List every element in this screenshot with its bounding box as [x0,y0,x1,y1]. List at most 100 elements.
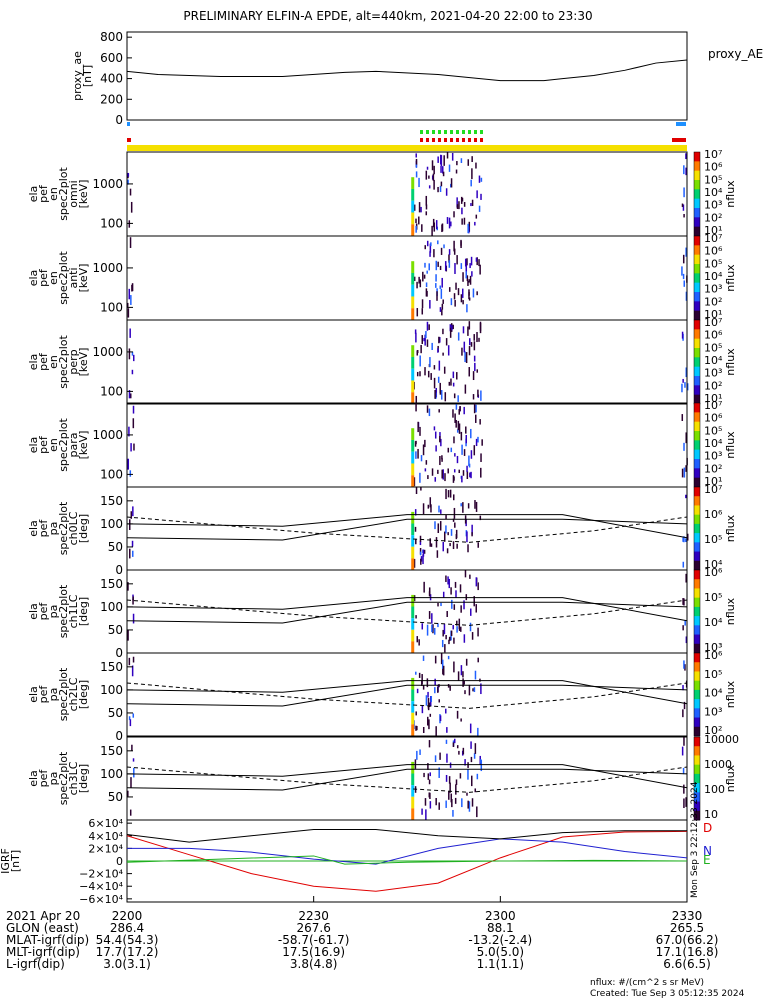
flag-green [432,130,435,134]
flux-pixel [450,221,452,227]
flux-pixel [421,705,424,714]
flux-pixel [445,525,447,534]
flux-pixel [439,265,442,271]
flux-pixel [424,334,426,346]
flux-pixel [459,584,462,593]
flux-pixel [421,335,424,344]
flux-pixel [439,382,441,394]
flux-pixel [454,263,456,274]
colorbar-segment [694,403,700,413]
igrf-ytick-label: 6×10⁴ [88,817,123,830]
colorbar-segment [694,208,700,218]
legend-n: N [703,844,712,858]
flux-pixel [426,166,429,170]
flux-pixel [444,473,446,482]
spec-ylabel-line: spec2plot [57,418,70,472]
flux-edge-strip [411,785,415,797]
flux-pixel [463,406,465,415]
flux-pixel [462,272,464,282]
colorbar-segment [694,282,700,293]
flux-pixel [468,455,470,467]
flux-pixel [685,247,687,257]
flux-pixel [436,550,439,558]
colorbar-tick-label: 10¹ [704,475,722,488]
flux-pixel [418,672,421,678]
flux-edge-strip [411,296,415,309]
flux-pixel [445,188,448,196]
flux-pixel [476,332,478,343]
flux-pixel [478,205,481,212]
energy-spectrogram-panel: 1000100elapefenspec2plotomni[keV]10⁷10⁶1… [27,148,737,237]
colorbar-tick-label: 10 [704,808,718,821]
colorbar-segment [694,170,700,181]
colorbar-segment [694,236,700,246]
flux-pixel [455,534,458,540]
flux-pixel [415,487,418,495]
flux-pixel [468,321,471,330]
flux-edge-strip [411,345,415,357]
plot-title: PRELIMINARY ELFIN-A EPDE, alt=440km, 202… [183,9,592,23]
flux-pixel [423,337,425,342]
flux-edge-strip [411,224,415,236]
flux-pixel [455,419,457,428]
flux-pixel [468,463,471,468]
spec-ylabel-line: spec2plot [57,167,70,221]
colorbar-segment [694,671,700,682]
spec-ylabel-line: ela [27,186,40,203]
igrf-series-T [126,828,687,843]
flux-pixel [683,701,686,710]
flux-pixel [132,405,135,414]
flux-edge-strip [411,463,415,476]
flux-pixel [425,460,428,465]
colorbar-label: nflux [724,431,737,459]
spec-ytick-label: 1000 [92,261,123,275]
pa-ytick-label: 50 [108,623,123,637]
flux-pixel [476,369,479,373]
flux-pixel [419,355,421,367]
flux-pixel [469,574,471,579]
flag-green [480,130,483,134]
ae-ylabel-line: proxy_ae [71,51,84,101]
flux-pixel [434,521,436,530]
colorbar-segment [694,699,700,709]
ephemeris-value: 286.4 [110,921,144,935]
flux-pixel [449,543,451,547]
flux-pixel [422,685,425,690]
flux-pixel [463,201,466,207]
x-tick-label: 2300 [485,909,516,923]
flux-pixel [418,276,420,284]
spec-ylabel-line: ela [27,354,40,371]
flux-pixel [435,537,438,548]
flux-pixel [425,195,428,206]
colorbar-segment [694,161,700,172]
flux-pixel [478,337,480,342]
flux-pixel [448,639,450,645]
igrf-side-text: Mon Sep 3 22:12:33 2024 [690,781,700,898]
spec-ylabel-line: en [47,438,60,452]
igrf-ylabel-line: IGRF [0,848,12,874]
flux-edge-strip [411,368,415,381]
flux-pixel [468,801,471,812]
flux-pixel [430,373,432,380]
flux-pixel [435,726,437,738]
flux-pixel [456,372,458,380]
flux-pixel [447,576,449,585]
colorbar-segment [694,357,700,368]
flux-pixel [452,742,455,748]
pa-ylabel-line: ch0LC [67,511,80,545]
flux-pixel [440,602,442,607]
flux-pixel [437,261,439,267]
flux-edge-strip [411,511,415,524]
flux-edge-strip [411,773,415,786]
footer-units: nflux: #/(cm^2 s sr MeV) [590,978,704,988]
flux-pixel [474,414,477,423]
flux-pixel [454,300,456,307]
flux-pixel [478,259,480,267]
flux-pixel [415,725,417,731]
flux-pixel [475,404,477,413]
flux-pixel [469,622,472,632]
flux-pixel [470,741,472,749]
flux-pixel [434,755,437,763]
flux-pixel [480,760,483,772]
